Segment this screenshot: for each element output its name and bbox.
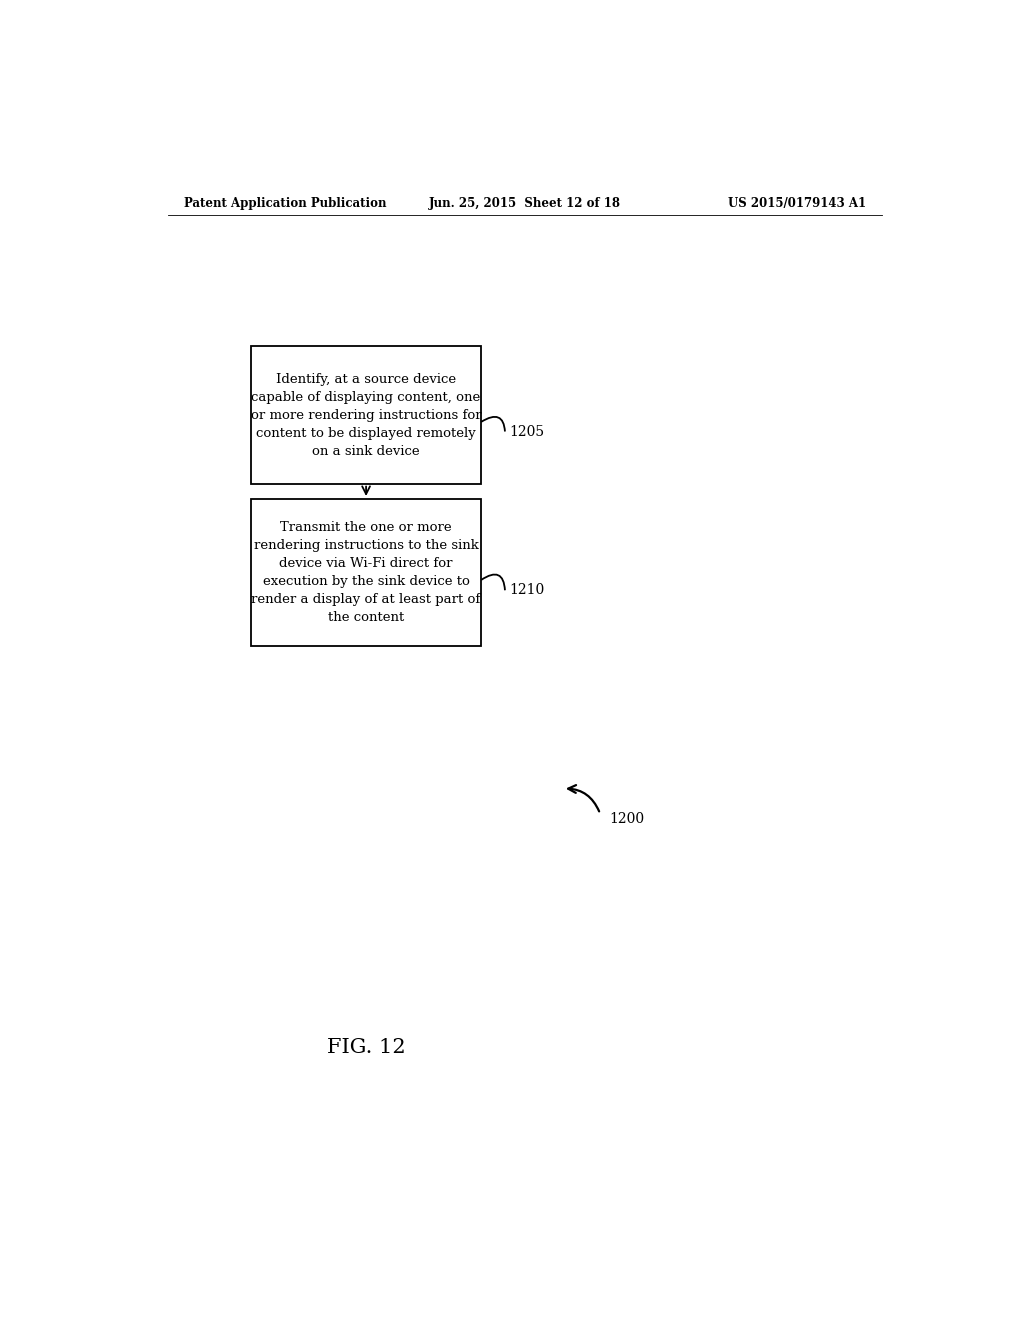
Text: Patent Application Publication: Patent Application Publication [183, 197, 386, 210]
Bar [251, 346, 481, 483]
Text: US 2015/0179143 A1: US 2015/0179143 A1 [728, 197, 866, 210]
Text: 1200: 1200 [609, 812, 645, 826]
Text: FIG. 12: FIG. 12 [327, 1039, 406, 1057]
Text: Identify, at a source device
capable of displaying content, one
or more renderin: Identify, at a source device capable of … [251, 372, 481, 458]
Text: Jun. 25, 2015  Sheet 12 of 18: Jun. 25, 2015 Sheet 12 of 18 [429, 197, 621, 210]
Text: Transmit the one or more
rendering instructions to the sink
device via Wi-Fi dir: Transmit the one or more rendering instr… [252, 521, 480, 624]
Text: 1205: 1205 [509, 425, 544, 438]
Text: 1210: 1210 [509, 583, 544, 597]
Bar [251, 499, 481, 647]
